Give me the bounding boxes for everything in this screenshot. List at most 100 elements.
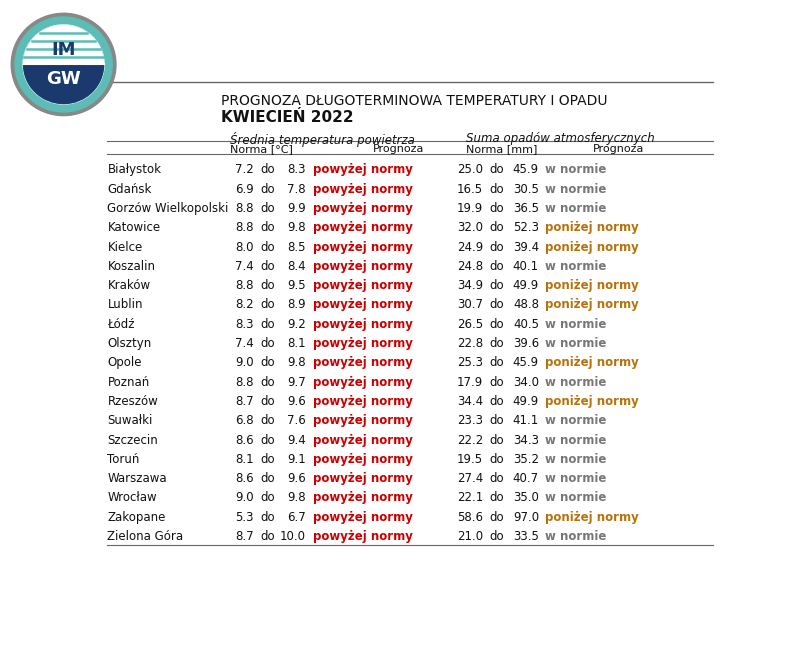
Text: 8.2: 8.2 xyxy=(235,298,254,311)
Text: 6.7: 6.7 xyxy=(287,511,306,523)
Text: 9.1: 9.1 xyxy=(287,453,306,466)
Text: 34.0: 34.0 xyxy=(513,376,539,389)
Text: 8.1: 8.1 xyxy=(287,337,306,350)
Text: do: do xyxy=(490,453,504,466)
Text: Zielona Góra: Zielona Góra xyxy=(107,530,183,543)
Text: 24.9: 24.9 xyxy=(457,240,483,253)
Text: powyżej normy: powyżej normy xyxy=(313,221,413,234)
Text: PROGNOZA DŁUGOTERMINOWA TEMPERATURY I OPADU: PROGNOZA DŁUGOTERMINOWA TEMPERATURY I OP… xyxy=(221,94,607,108)
Text: 40.7: 40.7 xyxy=(513,472,539,485)
Text: 10.0: 10.0 xyxy=(280,530,306,543)
Circle shape xyxy=(23,25,104,104)
Text: 24.8: 24.8 xyxy=(457,260,483,273)
Text: 8.1: 8.1 xyxy=(235,453,254,466)
Text: 22.2: 22.2 xyxy=(457,434,483,447)
Text: 8.8: 8.8 xyxy=(235,279,254,292)
Text: 52.3: 52.3 xyxy=(513,221,539,234)
Text: do: do xyxy=(260,434,274,447)
Text: Toruń: Toruń xyxy=(107,453,140,466)
Text: GW: GW xyxy=(46,70,81,89)
Text: 40.1: 40.1 xyxy=(513,260,539,273)
Text: do: do xyxy=(490,279,504,292)
Text: do: do xyxy=(260,183,274,196)
Text: do: do xyxy=(260,298,274,311)
Text: 7.4: 7.4 xyxy=(235,337,254,350)
Text: 97.0: 97.0 xyxy=(513,511,539,523)
Text: Wrocław: Wrocław xyxy=(107,492,157,505)
Text: 27.4: 27.4 xyxy=(457,472,483,485)
Text: 9.0: 9.0 xyxy=(235,356,254,369)
Text: 49.9: 49.9 xyxy=(513,279,539,292)
Text: Gdańsk: Gdańsk xyxy=(107,183,152,196)
Text: powyżej normy: powyżej normy xyxy=(313,376,413,389)
Text: do: do xyxy=(490,240,504,253)
Text: 25.0: 25.0 xyxy=(457,163,483,176)
Text: KWIECIEŃ 2022: KWIECIEŃ 2022 xyxy=(221,110,354,125)
Text: 22.8: 22.8 xyxy=(457,337,483,350)
Text: 8.0: 8.0 xyxy=(235,240,254,253)
Text: 16.5: 16.5 xyxy=(457,183,483,196)
Text: 34.9: 34.9 xyxy=(457,279,483,292)
Text: 8.3: 8.3 xyxy=(235,318,254,331)
Text: Rzeszów: Rzeszów xyxy=(107,395,158,408)
Text: powyżej normy: powyżej normy xyxy=(313,202,413,215)
Text: 8.4: 8.4 xyxy=(287,260,306,273)
Text: do: do xyxy=(490,260,504,273)
Text: do: do xyxy=(260,337,274,350)
Text: do: do xyxy=(490,202,504,215)
Text: poniżej normy: poniżej normy xyxy=(545,221,639,234)
Text: do: do xyxy=(490,337,504,350)
Text: do: do xyxy=(260,492,274,505)
Text: 35.2: 35.2 xyxy=(513,453,539,466)
Text: do: do xyxy=(490,492,504,505)
Text: do: do xyxy=(260,395,274,408)
Text: poniżej normy: poniżej normy xyxy=(545,240,639,253)
Text: poniżej normy: poniżej normy xyxy=(545,279,639,292)
Text: Kraków: Kraków xyxy=(107,279,150,292)
Text: do: do xyxy=(490,356,504,369)
Text: Białystok: Białystok xyxy=(107,163,162,176)
Circle shape xyxy=(15,17,112,112)
Wedge shape xyxy=(24,64,103,104)
Text: do: do xyxy=(260,414,274,427)
Text: w normie: w normie xyxy=(545,183,606,196)
Text: do: do xyxy=(260,163,274,176)
Text: 21.0: 21.0 xyxy=(457,530,483,543)
Text: do: do xyxy=(490,414,504,427)
Text: do: do xyxy=(490,511,504,523)
Text: do: do xyxy=(260,221,274,234)
Text: do: do xyxy=(260,202,274,215)
Text: do: do xyxy=(260,472,274,485)
Text: 45.9: 45.9 xyxy=(513,163,539,176)
Text: 9.0: 9.0 xyxy=(235,492,254,505)
Text: 8.3: 8.3 xyxy=(287,163,306,176)
Text: w normie: w normie xyxy=(545,453,606,466)
Text: 8.8: 8.8 xyxy=(235,221,254,234)
Text: 8.7: 8.7 xyxy=(235,530,254,543)
Text: powyżej normy: powyżej normy xyxy=(313,298,413,311)
Text: powyżej normy: powyżej normy xyxy=(313,163,413,176)
Text: 8.6: 8.6 xyxy=(235,472,254,485)
Text: poniżej normy: poniżej normy xyxy=(545,298,639,311)
Text: w normie: w normie xyxy=(545,492,606,505)
Text: 6.8: 6.8 xyxy=(235,414,254,427)
Text: w normie: w normie xyxy=(545,472,606,485)
Text: poniżej normy: poniżej normy xyxy=(545,395,639,408)
Text: w normie: w normie xyxy=(545,376,606,389)
Text: poniżej normy: poniżej normy xyxy=(545,511,639,523)
Text: 9.4: 9.4 xyxy=(287,434,306,447)
Text: 8.8: 8.8 xyxy=(235,376,254,389)
Text: 36.5: 36.5 xyxy=(513,202,539,215)
Text: Norma [mm]: Norma [mm] xyxy=(466,145,537,154)
Text: powyżej normy: powyżej normy xyxy=(313,279,413,292)
Text: do: do xyxy=(490,376,504,389)
Text: Szczecin: Szczecin xyxy=(107,434,158,447)
Text: Katowice: Katowice xyxy=(107,221,161,234)
Text: 39.6: 39.6 xyxy=(513,337,539,350)
Text: 7.4: 7.4 xyxy=(235,260,254,273)
Text: do: do xyxy=(490,183,504,196)
Text: do: do xyxy=(260,376,274,389)
Text: do: do xyxy=(490,163,504,176)
Text: do: do xyxy=(260,240,274,253)
Text: Lublin: Lublin xyxy=(107,298,143,311)
